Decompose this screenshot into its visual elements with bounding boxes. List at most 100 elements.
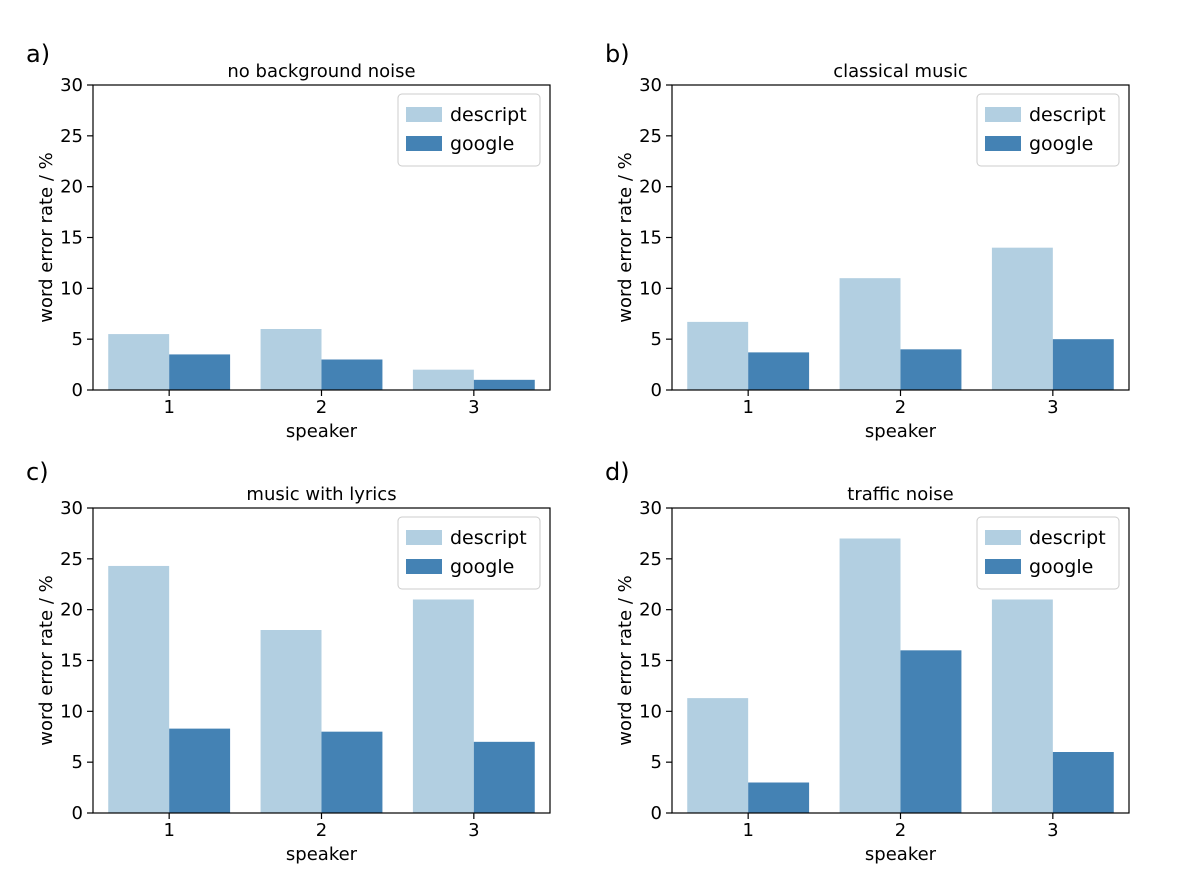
y-tick-label: 30 <box>60 75 83 96</box>
y-tick-label: 10 <box>639 701 662 722</box>
x-tick-label: 2 <box>895 397 906 418</box>
legend-swatch-descript <box>985 530 1021 545</box>
chart-panel: c) music with lyrics 0 5 10 15 20 25 30 1 2 3 speake… <box>26 458 551 865</box>
y-tick-label: 30 <box>639 75 662 96</box>
bar-descript-speaker-1 <box>108 334 170 390</box>
bar-descript-speaker-2 <box>260 630 322 813</box>
x-tick-label: 1 <box>163 397 174 418</box>
y-tick-label: 0 <box>72 380 83 401</box>
legend-swatch-google <box>406 136 442 151</box>
bar-descript-speaker-1 <box>108 565 170 813</box>
y-tick-label: 0 <box>72 803 83 824</box>
y-axis-label: word error rate / % <box>615 152 636 322</box>
bar-google-speaker-1 <box>748 782 810 813</box>
y-tick-label: 25 <box>60 126 83 147</box>
bar-google-speaker-3 <box>473 379 535 390</box>
x-tick-label: 3 <box>1047 397 1058 418</box>
legend: descript google <box>397 93 541 167</box>
bar-descript-speaker-3 <box>412 369 474 390</box>
bar-google-speaker-1 <box>169 354 231 390</box>
y-tick-label: 10 <box>639 278 662 299</box>
legend-label: descript <box>1029 527 1106 549</box>
y-tick-label: 10 <box>60 278 83 299</box>
legend: descript google <box>976 516 1120 590</box>
x-tick-label: 1 <box>742 820 753 841</box>
x-axis-label: speaker <box>286 844 358 865</box>
legend-swatch-google <box>985 559 1021 574</box>
x-axis-label: speaker <box>865 421 937 442</box>
x-tick-label: 3 <box>1047 820 1058 841</box>
x-tick-label: 2 <box>895 820 906 841</box>
bar-descript-speaker-2 <box>839 538 901 813</box>
legend-label: google <box>1029 133 1093 155</box>
panel-label: c) <box>26 458 49 486</box>
bar-descript-speaker-1 <box>687 321 749 390</box>
legend-label: google <box>1029 556 1093 578</box>
y-tick-label: 20 <box>60 177 83 198</box>
panel-label: d) <box>605 458 630 486</box>
y-tick-label: 30 <box>639 498 662 519</box>
legend-label: google <box>450 556 514 578</box>
chart-title: classical music <box>833 61 968 82</box>
bar-descript-speaker-2 <box>839 278 901 390</box>
y-tick-label: 0 <box>651 803 662 824</box>
y-tick-label: 20 <box>639 177 662 198</box>
chart-title: traffic noise <box>847 484 953 505</box>
y-tick-label: 25 <box>639 126 662 147</box>
y-tick-label: 25 <box>60 549 83 570</box>
y-tick-label: 0 <box>651 380 662 401</box>
bar-google-speaker-3 <box>473 741 535 813</box>
x-axis-label: speaker <box>865 844 937 865</box>
y-tick-label: 20 <box>60 600 83 621</box>
y-axis-label: word error rate / % <box>36 575 57 745</box>
axes-frame <box>671 84 1130 391</box>
legend-swatch-descript <box>406 107 442 122</box>
y-tick-label: 5 <box>72 329 83 350</box>
bar-descript-speaker-3 <box>412 599 474 813</box>
bar-google-speaker-2 <box>900 650 962 813</box>
legend-swatch-descript <box>985 107 1021 122</box>
bar-google-speaker-2 <box>321 359 383 390</box>
y-tick-label: 30 <box>60 498 83 519</box>
axes-frame <box>671 507 1130 814</box>
legend-swatch-google <box>406 559 442 574</box>
bar-descript-speaker-2 <box>260 329 322 390</box>
bar-descript-speaker-1 <box>687 698 749 813</box>
bar-google-speaker-3 <box>1052 339 1114 390</box>
y-tick-label: 5 <box>651 329 662 350</box>
y-tick-label: 5 <box>72 752 83 773</box>
legend-label: google <box>450 133 514 155</box>
axes-frame <box>92 507 551 814</box>
legend-label: descript <box>450 104 527 126</box>
bar-descript-speaker-3 <box>991 247 1053 390</box>
y-tick-label: 15 <box>639 228 662 249</box>
x-axis-label: speaker <box>286 421 358 442</box>
bar-google-speaker-2 <box>321 731 383 813</box>
y-tick-label: 10 <box>60 701 83 722</box>
y-tick-label: 25 <box>639 549 662 570</box>
y-tick-label: 15 <box>60 228 83 249</box>
y-tick-label: 15 <box>60 651 83 672</box>
bar-google-speaker-3 <box>1052 752 1114 813</box>
chart-panel: b) classical music 0 5 10 15 20 25 30 1 2 3 speaker w… <box>605 40 1130 442</box>
bar-google-speaker-1 <box>748 352 810 390</box>
y-tick-label: 15 <box>639 651 662 672</box>
x-tick-label: 1 <box>163 820 174 841</box>
legend-label: descript <box>450 527 527 549</box>
bar-descript-speaker-3 <box>991 599 1053 813</box>
legend: descript google <box>976 93 1120 167</box>
legend: descript google <box>397 516 541 590</box>
x-tick-label: 2 <box>316 820 327 841</box>
legend-swatch-descript <box>406 530 442 545</box>
legend-swatch-google <box>985 136 1021 151</box>
bar-google-speaker-1 <box>169 728 231 813</box>
bar-google-speaker-2 <box>900 349 962 390</box>
y-tick-label: 20 <box>639 600 662 621</box>
y-axis-label: word error rate / % <box>615 575 636 745</box>
legend-label: descript <box>1029 104 1106 126</box>
axes-frame <box>92 84 551 391</box>
y-tick-label: 5 <box>651 752 662 773</box>
chart-panel: d) traffic noise 0 5 10 15 20 25 30 1 2 3 speaker wor… <box>605 458 1130 865</box>
panel-label: b) <box>605 40 630 68</box>
